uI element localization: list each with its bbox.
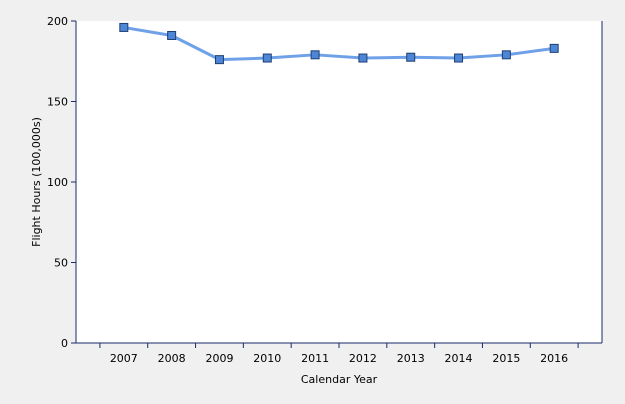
x-tick-label: 2007: [110, 352, 138, 365]
data-point: [310, 50, 320, 60]
data-point: [119, 22, 129, 32]
y-tick-label: 0: [61, 337, 68, 350]
series-line: [122, 25, 556, 62]
x-tick-label: 2015: [492, 352, 520, 365]
data-point: [549, 43, 559, 53]
y-axis-label: Flight Hours (100,000s): [30, 117, 43, 247]
data-point: [406, 52, 416, 62]
ticks: 0 50 100 150 200 2007 2008 2009 2010 2011 2012 2013…: [47, 15, 579, 365]
data-point: [262, 53, 272, 63]
x-tick-label: 2011: [301, 352, 329, 365]
x-tick-label: 2012: [349, 352, 377, 365]
y-tick-label: 150: [47, 96, 68, 109]
x-tick-label: 2009: [205, 352, 233, 365]
x-axis-label: Calendar Year: [301, 373, 378, 386]
y-tick-label: 200: [47, 15, 68, 28]
x-tick-label: 2013: [397, 352, 425, 365]
data-point: [214, 55, 224, 65]
y-tick-label: 50: [54, 257, 68, 270]
data-point: [167, 30, 177, 40]
x-tick-label: 2014: [445, 352, 473, 365]
data-point: [454, 53, 464, 63]
data-point: [358, 53, 368, 63]
series-layer: [119, 22, 559, 65]
x-tick-label: 2016: [540, 352, 568, 365]
plot-area: [76, 21, 602, 343]
x-tick-label: 2008: [158, 352, 186, 365]
data-point: [501, 50, 511, 60]
y-tick-label: 100: [47, 176, 68, 189]
x-tick-label: 2010: [253, 352, 281, 365]
